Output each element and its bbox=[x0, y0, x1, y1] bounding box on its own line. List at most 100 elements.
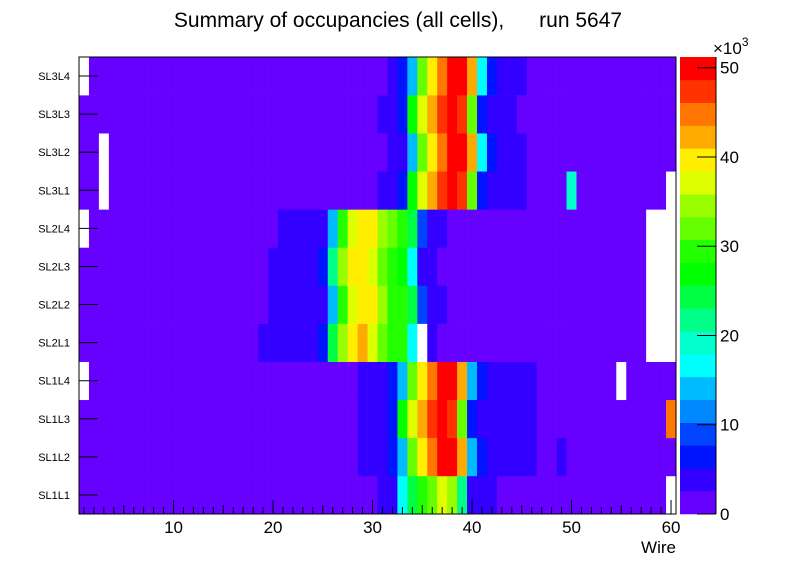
heatmap-cell bbox=[118, 285, 130, 324]
heatmap-cell bbox=[208, 475, 219, 515]
heatmap-cell bbox=[417, 57, 428, 96]
heatmap-cell bbox=[646, 437, 657, 477]
heatmap-cell bbox=[387, 247, 398, 286]
heatmap-cell bbox=[506, 323, 518, 362]
palette-band bbox=[680, 239, 716, 263]
heatmap-cell bbox=[536, 171, 547, 210]
heatmap-cell bbox=[168, 57, 179, 96]
heatmap-cell bbox=[108, 95, 120, 134]
heatmap-cell bbox=[596, 475, 607, 515]
y-tick-label: SL1L4 bbox=[38, 376, 70, 388]
heatmap-cell bbox=[108, 475, 120, 515]
heatmap-cell bbox=[397, 95, 408, 134]
heatmap-cell bbox=[457, 95, 468, 134]
heatmap-cell bbox=[98, 95, 110, 134]
heatmap-cell bbox=[287, 399, 299, 439]
heatmap-cell bbox=[417, 437, 428, 477]
heatmap-cell bbox=[606, 247, 617, 286]
heatmap-cell bbox=[387, 171, 398, 210]
heatmap-cell bbox=[287, 323, 299, 362]
heatmap-cell bbox=[546, 95, 557, 134]
heatmap-cell bbox=[118, 209, 130, 248]
heatmap-cell bbox=[287, 95, 299, 134]
palette-tick-label: 40 bbox=[720, 148, 739, 167]
heatmap-cell bbox=[138, 247, 149, 286]
heatmap-cell bbox=[178, 247, 189, 286]
heatmap-cell bbox=[357, 57, 368, 96]
heatmap-cell bbox=[506, 57, 518, 96]
heatmap-cell bbox=[437, 247, 448, 286]
heatmap-cell bbox=[218, 171, 229, 210]
heatmap-cell bbox=[656, 247, 667, 286]
heatmap-cell bbox=[536, 399, 547, 439]
heatmap-cell bbox=[536, 247, 547, 286]
palette-band bbox=[680, 354, 716, 378]
heatmap-cell bbox=[337, 247, 348, 286]
heatmap-cell bbox=[168, 285, 179, 324]
heatmap-cell bbox=[148, 399, 159, 439]
palette-tick-label: 30 bbox=[720, 237, 739, 256]
heatmap-cell bbox=[616, 437, 627, 477]
heatmap-cell bbox=[576, 285, 587, 324]
heatmap-cell bbox=[208, 57, 219, 96]
heatmap-cell bbox=[576, 437, 587, 477]
heatmap-cell bbox=[377, 133, 388, 172]
heatmap-cell bbox=[526, 361, 537, 401]
heatmap-cell bbox=[168, 437, 179, 477]
heatmap-cell bbox=[188, 475, 199, 515]
heatmap-cell bbox=[407, 95, 418, 134]
palette-tick-label: 10 bbox=[720, 416, 739, 435]
heatmap-cell bbox=[198, 437, 209, 477]
heatmap-cell bbox=[228, 171, 239, 210]
heatmap-cell bbox=[367, 285, 378, 324]
heatmap-cell bbox=[248, 133, 259, 172]
heatmap-cell bbox=[407, 209, 418, 248]
heatmap-cell bbox=[367, 133, 378, 172]
heatmap-cell bbox=[108, 247, 120, 286]
heatmap-cell bbox=[576, 133, 587, 172]
heatmap-cell bbox=[138, 437, 149, 477]
heatmap-cell bbox=[606, 285, 617, 324]
heatmap-cell bbox=[447, 323, 458, 362]
heatmap-cell bbox=[467, 361, 478, 401]
heatmap-cell bbox=[526, 323, 537, 362]
heatmap-cell bbox=[357, 361, 368, 401]
heatmap-cell bbox=[566, 171, 577, 210]
heatmap-cell bbox=[337, 133, 348, 172]
heatmap-cell bbox=[188, 209, 199, 248]
heatmap-cell bbox=[536, 209, 547, 248]
heatmap-cell bbox=[457, 209, 468, 248]
heatmap-cell bbox=[486, 285, 498, 324]
heatmap-cell bbox=[357, 247, 368, 286]
heatmap-cell bbox=[606, 361, 617, 401]
palette-band bbox=[680, 331, 716, 355]
heatmap-cell bbox=[188, 285, 199, 324]
heatmap-cell bbox=[636, 171, 647, 210]
heatmap-cell bbox=[606, 399, 617, 439]
heatmap-cell bbox=[496, 57, 508, 96]
heatmap-cell bbox=[496, 361, 508, 401]
heatmap-cell bbox=[158, 399, 169, 439]
heatmap-cell bbox=[566, 361, 577, 401]
x-axis-label: Wire bbox=[641, 538, 676, 557]
heatmap-cell bbox=[457, 361, 468, 401]
heatmap-cell bbox=[238, 437, 249, 477]
heatmap-cell bbox=[626, 95, 637, 134]
heatmap-cell bbox=[616, 57, 627, 96]
heatmap-cell bbox=[268, 399, 279, 439]
heatmap-cell bbox=[188, 437, 199, 477]
heatmap-cell bbox=[397, 475, 408, 515]
heatmap-cell bbox=[158, 209, 169, 248]
heatmap-cell bbox=[347, 133, 358, 172]
heatmap-cell bbox=[307, 57, 319, 96]
heatmap-cell bbox=[576, 399, 587, 439]
heatmap-cell bbox=[337, 95, 348, 134]
heatmap-cell bbox=[636, 95, 647, 134]
palette-band bbox=[680, 262, 716, 286]
heatmap-cell bbox=[327, 133, 338, 172]
heatmap-cell bbox=[297, 437, 309, 477]
heatmap-cell bbox=[218, 95, 229, 134]
heatmap-cell bbox=[596, 171, 607, 210]
heatmap-cell bbox=[327, 57, 338, 96]
heatmap-cell bbox=[596, 361, 607, 401]
